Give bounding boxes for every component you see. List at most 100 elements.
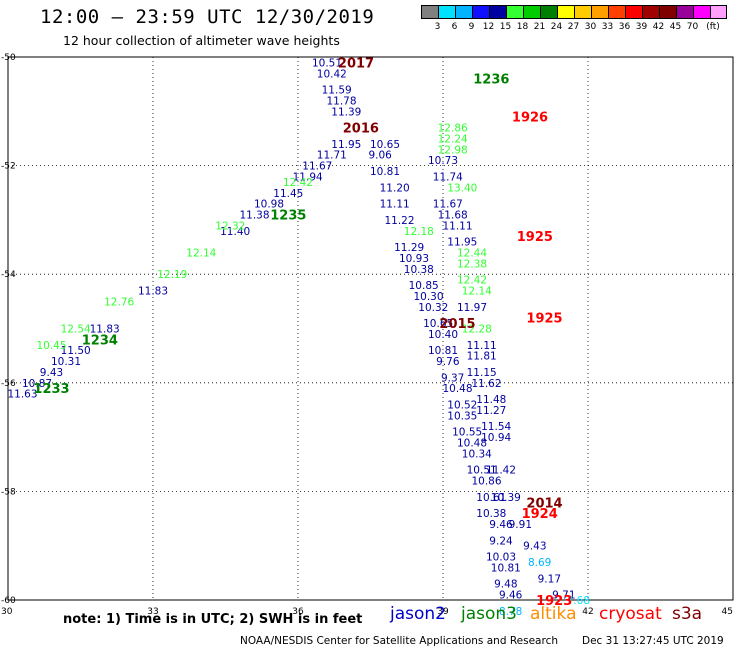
swh-value: 11.67 xyxy=(433,199,463,211)
swh-value: 12.42 xyxy=(283,177,313,189)
swh-value: 9.17 xyxy=(538,573,561,585)
color-swatch xyxy=(472,5,489,19)
swh-value: 10.65 xyxy=(423,318,453,330)
swh-value: 10.86 xyxy=(471,476,501,488)
color-swatch xyxy=(557,5,574,19)
swh-value: 10.34 xyxy=(462,448,492,460)
swh-value: 10.87 xyxy=(22,378,52,390)
pass-label: 1923 xyxy=(536,594,572,609)
swh-value: 10.81 xyxy=(428,345,458,357)
swh-value: 10.94 xyxy=(481,432,511,444)
swh-value: 10.52 xyxy=(447,400,477,412)
swh-value: 11.62 xyxy=(471,378,501,390)
swh-value: 9.43 xyxy=(523,541,546,553)
swh-value: 10.55 xyxy=(452,427,482,439)
swh-value: 10.38 xyxy=(476,508,506,520)
swh-value: 12.14 xyxy=(462,285,492,297)
color-swatch xyxy=(523,5,540,19)
swh-value: 11.63 xyxy=(7,389,37,401)
chart-note: note: 1) Time is in UTC; 2) SWH is in fe… xyxy=(63,612,363,627)
footer-credit: NOAA/NESDIS Center for Satellite Applica… xyxy=(240,635,558,647)
swh-value: 12.38 xyxy=(457,258,487,270)
swh-value: 10.73 xyxy=(428,155,458,167)
swh-value: 11.59 xyxy=(322,85,352,97)
swh-value: 11.40 xyxy=(220,226,250,238)
swh-value: 9.46 xyxy=(499,590,523,602)
color-swatch xyxy=(455,5,472,19)
color-swatch xyxy=(693,5,710,19)
swh-value: 9.48 xyxy=(494,579,517,591)
swh-value: 12.98 xyxy=(438,144,468,156)
x-tick-label: 39 xyxy=(437,607,449,617)
swh-value: 10.98 xyxy=(254,199,284,211)
y-tick-label: -52 xyxy=(1,162,16,172)
swh-value: 11.83 xyxy=(90,324,120,336)
color-scale-label: 45 xyxy=(669,22,682,32)
swh-value: 11.67 xyxy=(302,161,332,173)
swh-value: 12.28 xyxy=(462,324,492,336)
plot-frame xyxy=(7,56,734,601)
color-scale-label: 12 xyxy=(482,22,495,32)
legend-item-jason3: jason3 xyxy=(461,604,517,624)
swh-value: 12.86 xyxy=(438,123,468,135)
color-scale-label: 15 xyxy=(499,22,512,32)
color-scale-label: 9 xyxy=(468,22,475,32)
swh-value: 10.30 xyxy=(413,291,443,303)
pass-label: 1925 xyxy=(526,312,562,327)
legend-item-s3a: s3a xyxy=(672,604,703,624)
x-tick-label: 36 xyxy=(292,607,304,617)
swh-value: 11.20 xyxy=(380,182,410,194)
legend-item-cryosat: cryosat xyxy=(599,604,662,624)
swh-value: 7.68 xyxy=(567,595,590,607)
swh-value: 10.38 xyxy=(404,264,434,276)
swh-value: 8.69 xyxy=(528,557,551,569)
color-swatch xyxy=(608,5,625,19)
swh-value: 9.71 xyxy=(552,590,575,602)
swh-value: 10.51 xyxy=(467,465,497,477)
swh-value: 11.94 xyxy=(293,171,323,183)
swh-value: 11.45 xyxy=(273,188,303,200)
color-swatch xyxy=(625,5,642,19)
swh-value: 11.83 xyxy=(138,285,168,297)
swh-value: 10.45 xyxy=(36,340,66,352)
swh-value: 12.42 xyxy=(457,275,487,287)
swh-value: 10.81 xyxy=(491,562,521,574)
swh-value: 11.11 xyxy=(467,340,497,352)
swh-value: 9.06 xyxy=(368,150,392,162)
color-swatch xyxy=(421,5,438,19)
swh-value: 12.24 xyxy=(438,133,468,145)
swh-value: 11.78 xyxy=(326,95,356,107)
swh-value: 10.42 xyxy=(317,68,347,80)
swh-value: 11.11 xyxy=(380,199,410,211)
swh-value: 12.44 xyxy=(457,247,487,259)
color-swatch xyxy=(659,5,676,19)
swh-value: 10.35 xyxy=(447,410,477,422)
swh-value: 11.22 xyxy=(384,215,414,227)
color-swatch xyxy=(506,5,523,19)
swh-value: 12.54 xyxy=(61,324,91,336)
swh-value: 9.91 xyxy=(509,519,532,531)
pass-label: 1235 xyxy=(270,208,306,223)
color-scale-label: 6 xyxy=(451,22,458,32)
color-swatch xyxy=(438,5,455,19)
swh-value: 9.24 xyxy=(489,535,513,547)
color-swatch xyxy=(489,5,506,19)
swh-value: 11.97 xyxy=(457,302,487,314)
color-scale-label: 33 xyxy=(601,22,614,32)
swh-value: 12.14 xyxy=(186,247,216,259)
swh-value: 10.81 xyxy=(370,166,400,178)
pass-label: 2017 xyxy=(338,56,374,71)
swh-value: 11.50 xyxy=(61,345,91,357)
swh-value: 11.95 xyxy=(447,237,477,249)
color-scale-label: 24 xyxy=(550,22,563,32)
generation-timestamp: Dec 31 13:27:45 UTC 2019 xyxy=(582,635,724,647)
swh-value: 10.85 xyxy=(409,280,439,292)
color-swatch xyxy=(591,5,608,19)
x-tick-label: 30 xyxy=(1,607,13,617)
pass-label: 1925 xyxy=(517,230,553,245)
swh-value: 12.19 xyxy=(157,269,187,281)
swh-value: 13.40 xyxy=(447,182,477,194)
pass-label: 2016 xyxy=(343,122,379,137)
color-scale-label: 42 xyxy=(652,22,665,32)
